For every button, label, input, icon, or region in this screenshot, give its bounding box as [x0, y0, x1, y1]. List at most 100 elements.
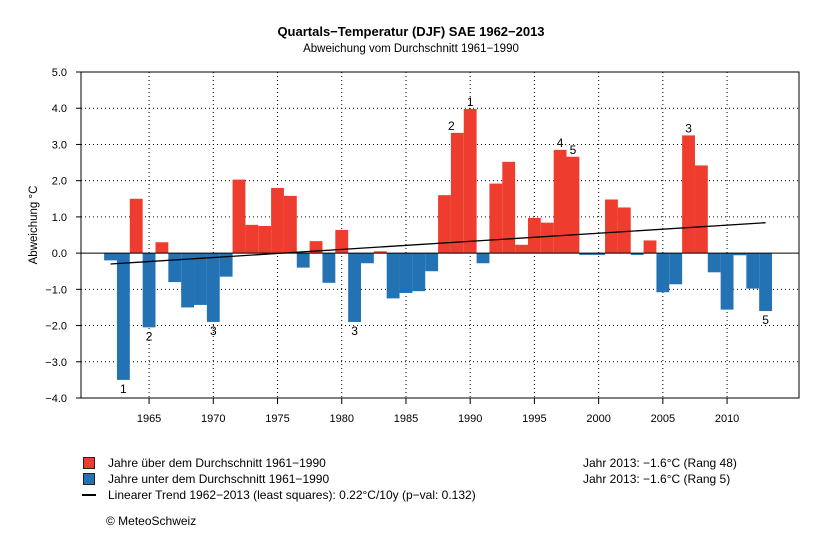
bar-1983	[373, 251, 387, 254]
legend-swatch-below	[83, 473, 95, 485]
x-tick-label: 2010	[715, 413, 739, 425]
bar-2004	[643, 240, 657, 254]
bar-1984	[386, 253, 400, 299]
bar-1993	[502, 161, 516, 254]
bar-1982	[361, 253, 374, 264]
bar-1973	[245, 224, 259, 254]
bar-1994	[515, 244, 528, 254]
bar-1962	[104, 253, 117, 261]
year-info-line-2: Jahr 2013: −1.6°C (Rang 5)	[583, 472, 731, 486]
bar-2008	[694, 165, 708, 254]
bar-2000	[592, 253, 606, 255]
legend-swatch-above	[83, 457, 95, 469]
bar-2007	[682, 135, 695, 254]
y-tick-label: −3.0	[45, 357, 67, 369]
bar-2012	[746, 253, 760, 289]
rank-label-2013: 5	[762, 313, 769, 327]
bar-1969	[194, 253, 207, 305]
y-tick-label: 5.0	[52, 67, 67, 79]
legend-swatch-trend	[82, 494, 96, 496]
bar-1964	[129, 198, 143, 254]
rank-label-2007: 3	[685, 121, 692, 135]
bar-1965	[142, 253, 156, 328]
x-tick-label: 1965	[137, 413, 161, 425]
y-tick-label: 0.0	[52, 248, 67, 260]
legend-label-trend: Linearer Trend 1962−2013 (least squares)…	[108, 488, 476, 502]
plot-frame	[80, 71, 800, 399]
bar-1991	[476, 253, 490, 264]
x-tick-label: 1985	[394, 413, 418, 425]
legend-label-above: Jahre über dem Durchschnitt 1961−1990	[108, 456, 326, 470]
copyright: © MeteoSchweiz	[106, 514, 197, 528]
rank-label-1990: 1	[467, 95, 474, 109]
legend-item-above: Jahre über dem Durchschnitt 1961−1990	[82, 455, 476, 471]
bar-1999	[579, 253, 593, 255]
legend: Jahre über dem Durchschnitt 1961−1990 Ja…	[82, 455, 476, 503]
bar-1977	[296, 253, 310, 268]
rank-label-1981: 3	[351, 324, 358, 338]
bar-1968	[181, 253, 195, 308]
bar-1974	[258, 225, 272, 254]
bar-1989	[450, 132, 464, 254]
bar-1996	[540, 222, 554, 254]
bar-2009	[707, 253, 721, 273]
rank-label-1965: 2	[146, 329, 153, 343]
bar-1990	[463, 108, 477, 254]
bar-1967	[168, 253, 182, 283]
bar-2013	[759, 253, 773, 312]
legend-item-trend: Linearer Trend 1962−2013 (least squares)…	[82, 487, 476, 503]
y-tick-label: −2.0	[45, 321, 67, 333]
x-tick-label: 2000	[586, 413, 610, 425]
bar-2002	[617, 207, 631, 254]
bar-1970	[206, 253, 220, 322]
bar-1998	[566, 156, 580, 254]
chart-title: Quartals−Temperatur (DJF) SAE 1962−2013	[277, 24, 545, 39]
bar-1978	[309, 241, 323, 254]
y-tick-label: 4.0	[52, 103, 67, 115]
bar-1963	[116, 253, 130, 380]
x-tick-label: 1995	[522, 413, 546, 425]
y-axis-label: Abweichung °C	[28, 186, 40, 265]
rank-label-1963: 1	[120, 382, 127, 396]
rank-label-1970: 3	[210, 324, 217, 338]
bar-1976	[283, 195, 297, 254]
bar-1979	[322, 253, 336, 283]
x-tick-label: 1975	[265, 413, 289, 425]
rank-label-1998: 5	[570, 143, 577, 157]
bar-2005	[656, 253, 670, 293]
bar-1975	[271, 187, 284, 254]
bar-1966	[155, 242, 169, 254]
y-tick-label: 3.0	[52, 139, 67, 151]
x-tick-label: 1970	[201, 413, 225, 425]
trend-line	[110, 222, 766, 265]
bar-1972	[232, 179, 246, 254]
x-tick-label: 1990	[458, 413, 482, 425]
legend-label-below: Jahre unter dem Durchschnitt 1961−1990	[108, 472, 330, 486]
chart-subtitle: Abweichung vom Durchschnitt 1961−1990	[303, 43, 519, 55]
bar-1981	[348, 253, 362, 322]
bar-1986	[412, 253, 426, 292]
rank-label-1997: 4	[557, 136, 564, 150]
year-info-line-1: Jahr 2013: −1.6°C (Rang 48)	[583, 456, 737, 470]
bar-1980	[335, 229, 349, 254]
bar-2003	[630, 253, 644, 255]
bar-1987	[425, 253, 439, 272]
y-tick-label: −4.0	[45, 393, 67, 405]
bar-2011	[733, 253, 747, 256]
rank-label-1989: 2	[448, 119, 455, 133]
bar-1995	[527, 217, 541, 254]
x-tick-label: 2005	[651, 413, 675, 425]
bar-1985	[399, 253, 413, 293]
bar-2010	[720, 253, 734, 310]
bar-1988	[438, 195, 451, 254]
x-tick-label: 1980	[329, 413, 353, 425]
bar-1971	[219, 253, 233, 277]
y-tick-label: 2.0	[52, 176, 67, 188]
legend-item-below: Jahre unter dem Durchschnitt 1961−1990	[82, 471, 476, 487]
bar-2001	[605, 199, 618, 254]
bar-1997	[553, 149, 567, 254]
bar-1992	[489, 183, 503, 254]
bar-2006	[669, 253, 683, 285]
y-tick-label: 1.0	[52, 212, 67, 224]
